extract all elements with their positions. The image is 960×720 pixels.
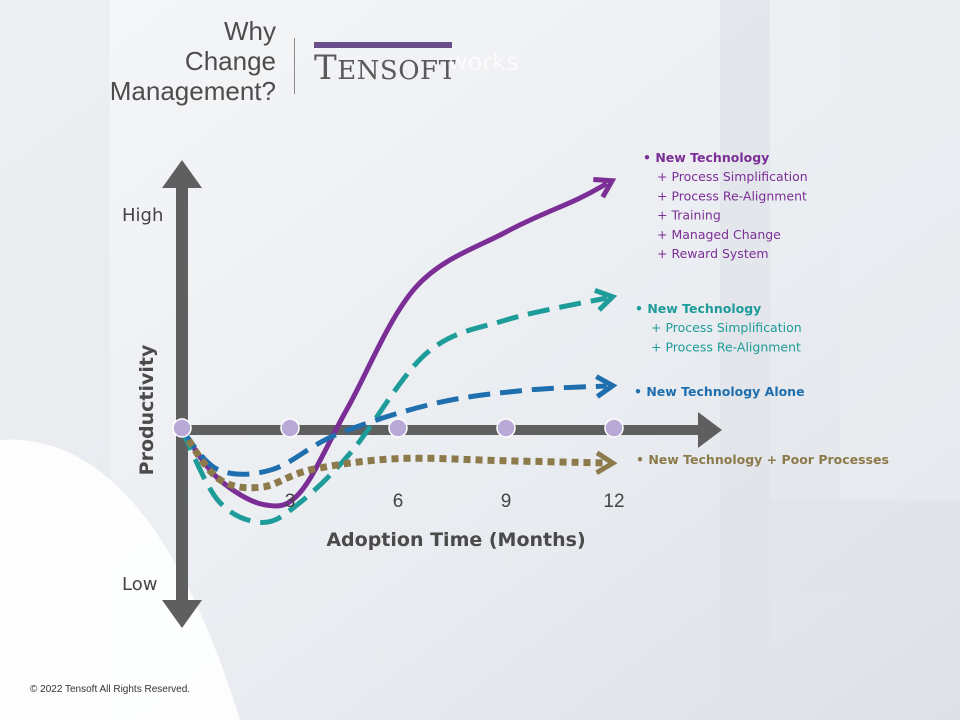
y-label-low: Low	[122, 574, 157, 595]
title-line-3: Management?	[109, 76, 276, 106]
milestone-dot-4	[604, 418, 624, 438]
title-line-2: Change	[184, 46, 276, 76]
milestone-dots	[172, 418, 624, 438]
axis-text: 3 6 9 12 Adoption Time (Months) Productivity H…	[122, 205, 625, 595]
x-tick-label-0: 3	[285, 491, 296, 512]
copyright-text: © 2022 Tensoft All Rights Reserved.	[30, 684, 191, 695]
series-4-label-0: • New Technology + Poor Processes	[636, 452, 889, 467]
series-arrow-4	[595, 450, 618, 475]
x-axis-line	[182, 425, 700, 435]
x-tick-label-1: 6	[393, 491, 404, 512]
series-2-label-1: + Process Simplification	[651, 320, 802, 335]
y-axis-arrow-up	[162, 160, 202, 188]
x-axis-title: Adoption Time (Months)	[326, 529, 585, 551]
title-line-1: Why	[224, 16, 276, 46]
series-2-label-2: + Process Re-Alignment	[651, 339, 801, 354]
series-1-label-1: + Process Simplification	[657, 169, 808, 184]
milestone-dot-3	[496, 418, 516, 438]
series-line-2	[179, 295, 608, 525]
x-axis-arrow	[698, 412, 722, 448]
y-axis-line	[176, 182, 188, 606]
slide-title: Why Change Management?	[110, 16, 276, 106]
series-labels: • New Technology + Process Simplification…	[634, 150, 889, 467]
milestone-dot-1	[280, 418, 300, 438]
x-tick-label-3: 12	[603, 491, 624, 512]
series-1-label-3: + Training	[657, 208, 721, 223]
logo-bar	[314, 42, 452, 48]
series-line-1	[179, 181, 608, 509]
series-2-label-0: • New Technology	[635, 301, 761, 316]
chart-axes	[162, 160, 722, 628]
header-divider	[294, 38, 295, 94]
y-axis-title: Productivity	[136, 344, 158, 475]
series-1-label-0: • New Technology	[643, 150, 769, 165]
series-1-label-4: + Managed Change	[657, 227, 781, 242]
series-layer	[179, 177, 618, 525]
y-label-high: High	[122, 205, 163, 226]
series-1-label-5: + Reward System	[657, 246, 769, 261]
y-axis-arrow-down	[162, 600, 202, 628]
milestone-dot-2	[388, 418, 408, 438]
logo-ghost-text: works	[448, 48, 519, 76]
series-line-4	[179, 427, 607, 492]
series-line-3	[180, 383, 607, 477]
milestone-dot-0	[172, 418, 192, 438]
series-arrow-1	[593, 177, 617, 199]
series-arrow-3	[595, 374, 618, 399]
series-1-label-2: + Process Re-Alignment	[657, 188, 807, 203]
x-tick-label-2: 9	[501, 491, 512, 512]
logo-wordmark: TENSOFT	[314, 48, 457, 88]
series-arrow-2	[594, 288, 618, 312]
series-3-label-0: • New Technology Alone	[634, 384, 805, 399]
